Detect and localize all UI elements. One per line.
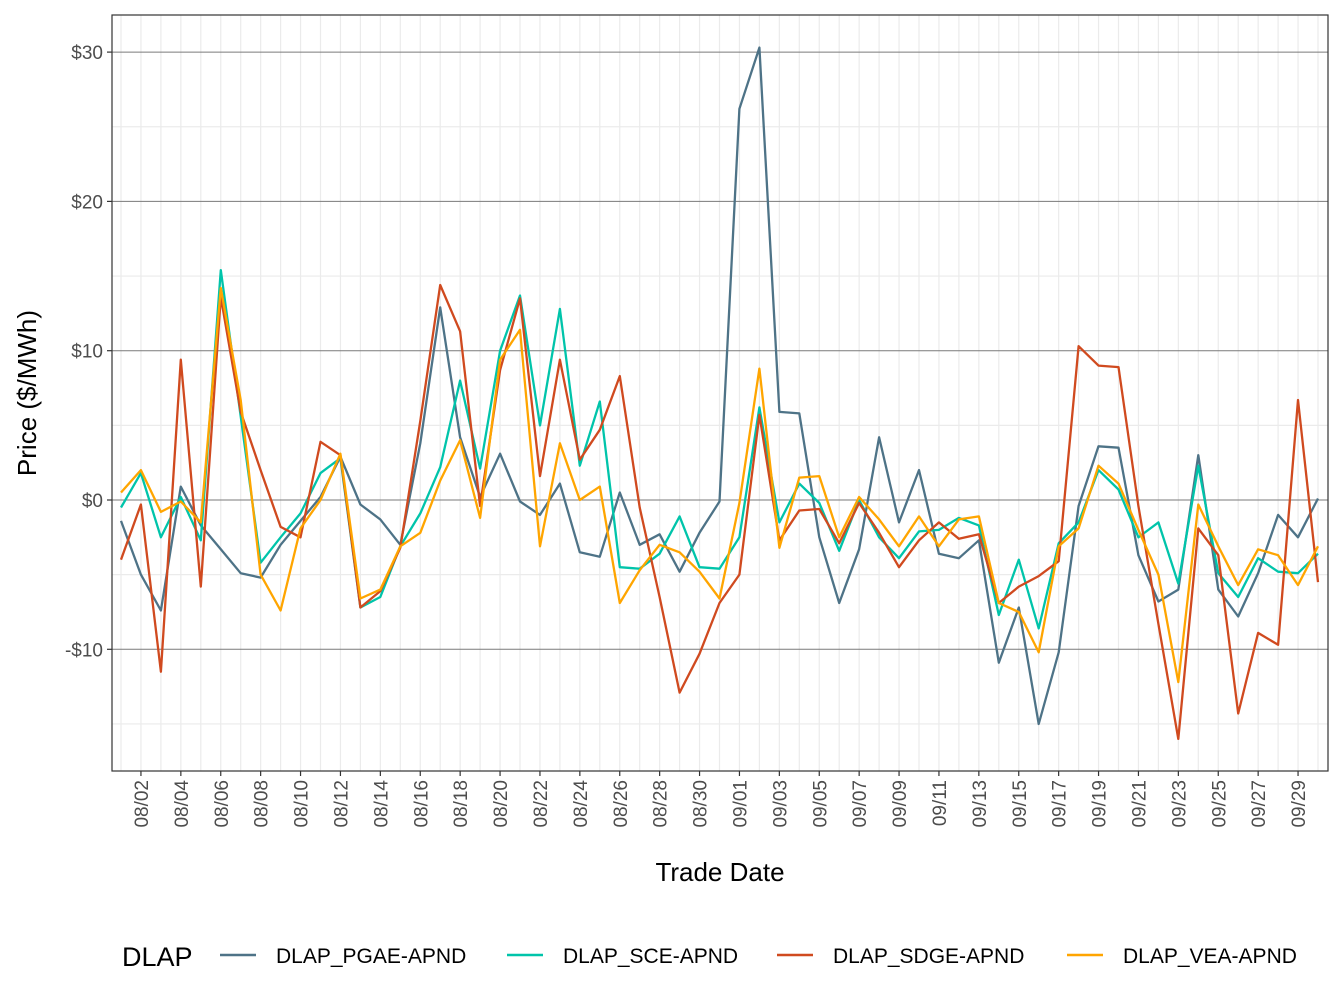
legend-item: DLAP_SDGE-APND bbox=[777, 945, 1024, 968]
x-tick-label: 09/23 bbox=[1169, 780, 1190, 828]
x-tick-label: 08/22 bbox=[531, 780, 552, 828]
x-tick-label: 09/17 bbox=[1050, 780, 1071, 828]
y-tick-label: $30 bbox=[71, 43, 103, 64]
y-axis: -$10 $0 $10 $20 $30 bbox=[65, 43, 112, 661]
x-tick-label: 09/05 bbox=[810, 780, 831, 828]
x-tick-label: 08/30 bbox=[691, 780, 712, 828]
series-line-dlap-sdge-apnd bbox=[119, 283, 1320, 741]
x-tick-label: 08/04 bbox=[172, 780, 193, 828]
series-line-dlap-vea-apnd bbox=[120, 286, 1320, 684]
x-tick-label: 09/11 bbox=[930, 780, 951, 826]
x-tick-label: 08/02 bbox=[132, 780, 153, 828]
y-axis-title: Price ($/MWh) bbox=[12, 310, 42, 476]
x-tick-label: 09/25 bbox=[1209, 780, 1230, 828]
y-tick-label: -$10 bbox=[65, 640, 103, 661]
legend-label: DLAP_PGAE-APND bbox=[276, 945, 466, 968]
panel-border bbox=[111, 14, 1329, 772]
x-tick-label: 09/09 bbox=[890, 780, 911, 828]
x-tick-label: 08/06 bbox=[212, 780, 233, 828]
x-tick-label: 08/26 bbox=[611, 780, 632, 828]
legend-item: DLAP_VEA-APND bbox=[1067, 945, 1297, 968]
grid bbox=[112, 15, 1328, 771]
x-tick-label: 09/29 bbox=[1289, 780, 1310, 828]
legend-label: DLAP_SDGE-APND bbox=[833, 945, 1024, 968]
x-tick-label: 08/12 bbox=[331, 780, 352, 828]
legend-item: DLAP_PGAE-APND bbox=[220, 945, 466, 968]
legend-label: DLAP_VEA-APND bbox=[1123, 945, 1297, 968]
x-tick-label: 09/21 bbox=[1129, 780, 1150, 828]
x-tick-label: 09/01 bbox=[730, 780, 751, 828]
x-axis: 08/02 08/04 08/06 08/08 08/10 08/12 08/14 08/16… bbox=[132, 771, 1310, 828]
x-tick-label: 09/03 bbox=[770, 780, 791, 828]
legend-title: DLAP bbox=[122, 942, 193, 972]
y-tick-label: $10 bbox=[71, 342, 103, 363]
y-tick-label: $20 bbox=[71, 192, 103, 213]
x-axis-title: Trade Date bbox=[655, 857, 784, 887]
x-tick-label: 08/18 bbox=[451, 780, 472, 828]
legend: DLAP DLAP_PGAE-APND DLAP_SCE-APND DLAP_SDG… bbox=[122, 942, 1297, 972]
x-tick-label: 08/24 bbox=[571, 780, 592, 828]
x-tick-label: 09/15 bbox=[1010, 780, 1031, 828]
x-tick-label: 08/14 bbox=[371, 780, 392, 828]
x-tick-label: 08/10 bbox=[292, 780, 313, 828]
x-tick-label: 08/16 bbox=[411, 780, 432, 828]
x-tick-label: 08/28 bbox=[651, 780, 672, 828]
x-tick-label: 09/07 bbox=[850, 780, 871, 828]
series-line-dlap-pgae-apnd bbox=[119, 46, 1320, 726]
y-tick-label: $0 bbox=[82, 491, 103, 512]
x-tick-label: 09/27 bbox=[1249, 780, 1270, 828]
x-tick-label: 09/13 bbox=[970, 780, 991, 828]
x-tick-label: 08/08 bbox=[252, 780, 273, 828]
series-lines bbox=[119, 46, 1320, 741]
x-tick-label: 08/20 bbox=[491, 780, 512, 828]
x-tick-label: 09/19 bbox=[1090, 780, 1111, 828]
legend-label: DLAP_SCE-APND bbox=[563, 945, 738, 968]
legend-item: DLAP_SCE-APND bbox=[507, 945, 738, 968]
series-line-dlap-sce-apnd bbox=[120, 268, 1319, 630]
